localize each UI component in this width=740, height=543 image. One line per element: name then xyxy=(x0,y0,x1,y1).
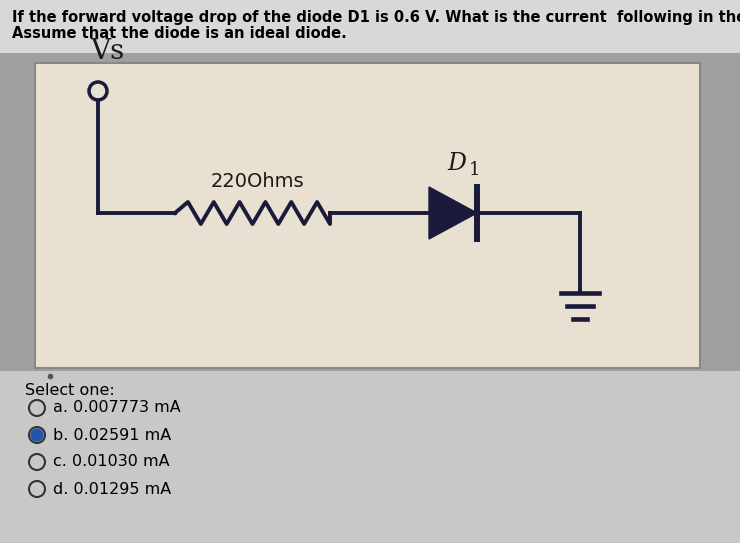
FancyBboxPatch shape xyxy=(35,63,700,368)
Polygon shape xyxy=(429,187,477,239)
Text: Vs: Vs xyxy=(90,38,124,65)
Text: Assume that the diode is an ideal diode.: Assume that the diode is an ideal diode. xyxy=(12,26,347,41)
Text: a. 0.007773 mA: a. 0.007773 mA xyxy=(53,401,181,415)
FancyBboxPatch shape xyxy=(0,0,740,53)
Text: D: D xyxy=(447,152,466,175)
Text: c. 0.01030 mA: c. 0.01030 mA xyxy=(53,454,169,470)
Text: If the forward voltage drop of the diode D1 is 0.6 V. What is the current  follo: If the forward voltage drop of the diode… xyxy=(12,10,740,25)
Circle shape xyxy=(31,429,43,441)
Text: 1: 1 xyxy=(469,161,480,179)
Text: b. 0.02591 mA: b. 0.02591 mA xyxy=(53,427,171,443)
Text: d. 0.01295 mA: d. 0.01295 mA xyxy=(53,482,171,496)
FancyBboxPatch shape xyxy=(0,371,740,543)
Text: 220Ohms: 220Ohms xyxy=(211,172,304,191)
Text: Select one:: Select one: xyxy=(25,383,115,398)
